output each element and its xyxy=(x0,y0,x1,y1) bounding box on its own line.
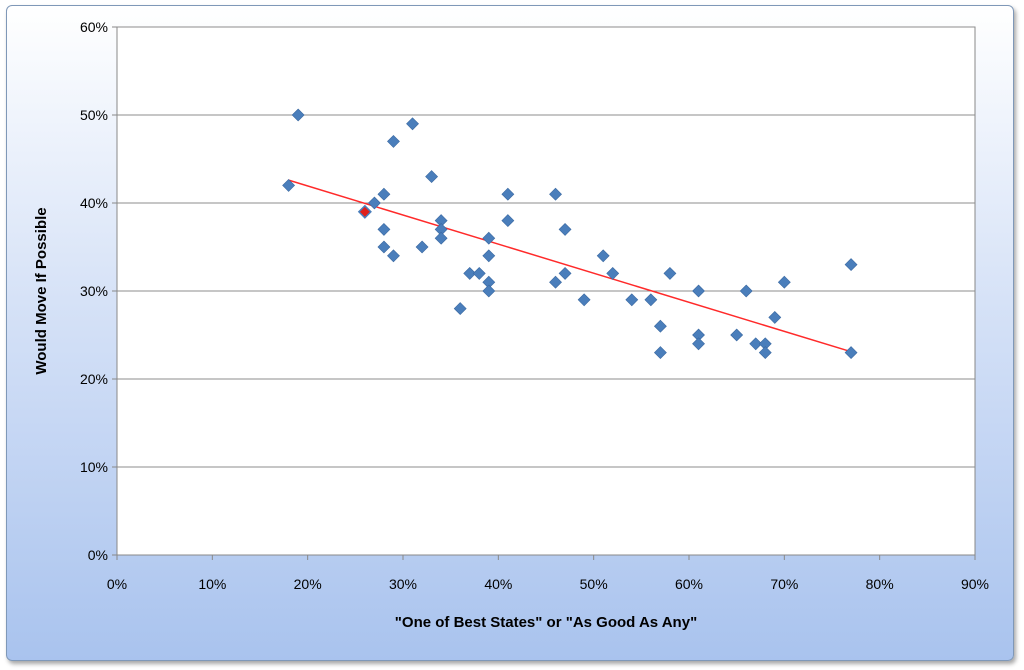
x-tick-label: 20% xyxy=(294,576,322,592)
x-axis-title: "One of Best States" or "As Good As Any" xyxy=(395,614,697,631)
data-point xyxy=(549,187,562,201)
data-point xyxy=(482,231,496,245)
data-point xyxy=(758,346,772,360)
data-point xyxy=(453,302,467,316)
x-tick-label: 70% xyxy=(770,576,798,592)
data-point xyxy=(653,319,667,333)
trendline xyxy=(288,179,852,353)
data-point xyxy=(663,266,677,280)
data-point xyxy=(749,337,763,351)
data-point xyxy=(558,222,572,236)
data-point xyxy=(367,196,381,210)
data-point xyxy=(644,293,658,307)
data-point xyxy=(377,187,391,201)
data-point xyxy=(558,266,572,280)
data-point xyxy=(291,108,305,122)
data-point xyxy=(387,249,400,263)
data-point xyxy=(625,293,639,307)
data-point xyxy=(692,284,705,298)
data-point xyxy=(730,328,744,342)
data-point xyxy=(844,258,858,272)
data-point xyxy=(768,310,782,324)
data-point xyxy=(406,117,419,131)
data-point xyxy=(482,249,496,263)
y-tick-label: 10% xyxy=(80,459,108,475)
y-tick-label: 50% xyxy=(80,107,108,123)
data-point xyxy=(472,266,486,280)
data-point xyxy=(577,293,591,307)
data-point xyxy=(282,178,296,192)
x-tick-label: 60% xyxy=(675,576,703,592)
data-point xyxy=(415,240,429,254)
data-point xyxy=(606,266,620,280)
y-tick-label: 40% xyxy=(80,195,108,211)
data-point xyxy=(777,275,791,289)
data-point xyxy=(482,284,496,298)
y-tick-label: 0% xyxy=(88,547,108,563)
y-axis-title: Would Move If Possible xyxy=(33,207,50,374)
y-tick-label: 30% xyxy=(80,283,108,299)
y-tick-label: 20% xyxy=(80,371,108,387)
x-tick-label: 30% xyxy=(389,576,417,592)
data-point xyxy=(596,249,610,263)
x-tick-label: 40% xyxy=(484,576,512,592)
x-tick-label: 50% xyxy=(580,576,608,592)
data-point xyxy=(387,134,400,148)
x-tick-label: 10% xyxy=(198,576,226,592)
data-point xyxy=(692,337,705,351)
data-point xyxy=(463,266,477,280)
data-point xyxy=(653,346,667,360)
data-point xyxy=(844,346,858,360)
data-point xyxy=(377,240,391,254)
data-point xyxy=(434,231,448,245)
data-point xyxy=(739,284,753,298)
data-point xyxy=(377,222,391,236)
x-tick-label: 80% xyxy=(866,576,894,592)
data-point xyxy=(501,187,515,201)
y-tick-label: 60% xyxy=(80,19,108,35)
data-point xyxy=(425,170,439,184)
x-tick-label: 90% xyxy=(961,576,989,592)
data-point xyxy=(501,214,515,228)
data-point xyxy=(549,275,562,289)
x-tick-label: 0% xyxy=(107,576,127,592)
highlighted-data-point xyxy=(357,204,372,219)
